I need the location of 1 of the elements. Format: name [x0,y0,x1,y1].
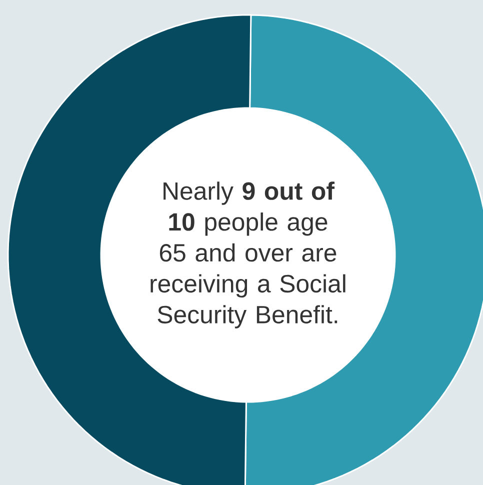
text: Nearly 9 out of 10 people age 65 and over are receiving a Social Security Benefit. [150,182,346,328]
